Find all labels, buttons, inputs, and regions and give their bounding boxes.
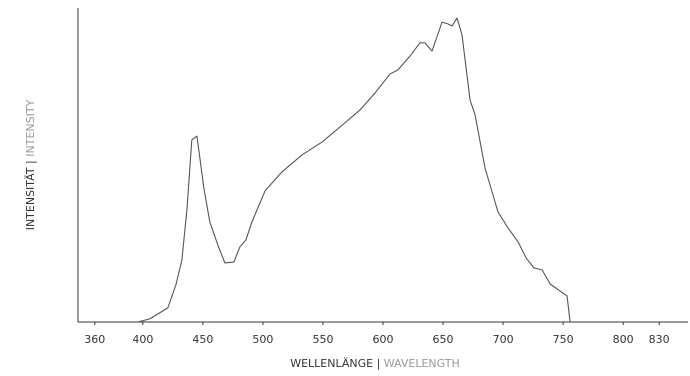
x-tick-label: 830 [649, 333, 670, 346]
x-axis-label-en: WAVELENGTH [384, 357, 460, 370]
x-tick-label: 650 [433, 333, 454, 346]
y-axis-label: INTENSITÄT | INTENSITY [24, 99, 37, 230]
x-tick-label: 700 [493, 333, 514, 346]
x-axis-label: WELLENLÄNGE | WAVELENGTH [290, 357, 460, 370]
x-tick-label: 500 [252, 333, 273, 346]
x-tick-label: 400 [132, 333, 153, 346]
spectrum-line [137, 17, 571, 323]
x-tick-label: 550 [312, 333, 333, 346]
y-axis-label-de: INTENSITÄT | [24, 160, 37, 230]
y-axis-label-en: INTENSITY [24, 99, 37, 156]
x-axis-label-de: WELLENLÄNGE | [290, 357, 380, 370]
x-tick-label: 800 [613, 333, 634, 346]
x-tick-label: 360 [84, 333, 105, 346]
x-tick-label: 750 [553, 333, 574, 346]
x-tick-label: 450 [192, 333, 213, 346]
x-tick-label: 600 [373, 333, 394, 346]
